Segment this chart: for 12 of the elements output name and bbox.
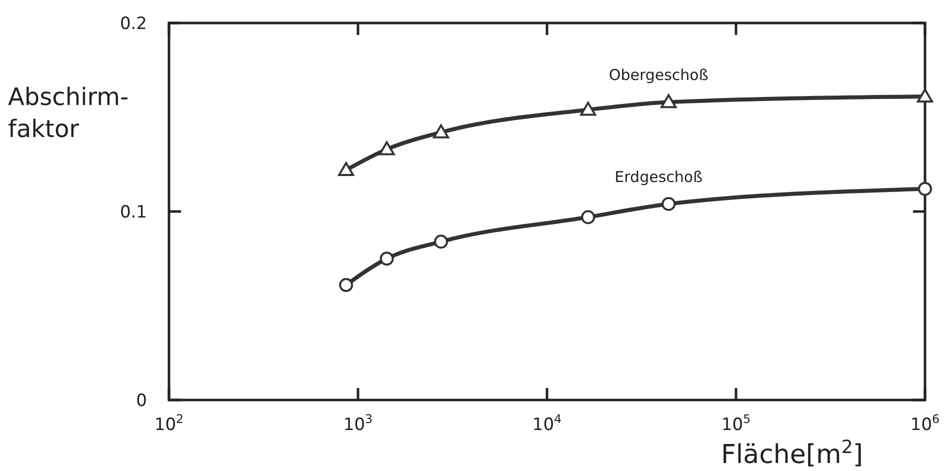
x-tick-label: 10$^{2}$ [154, 412, 184, 435]
x-axis-title: Fläche[m$^{2}$] [720, 436, 864, 470]
series-label: Obergeschoß [608, 66, 708, 84]
y-tick-label: 0 [136, 391, 147, 411]
y-tick-label: 0.2 [120, 14, 147, 34]
x-tick-label: 10$^{3}$ [343, 412, 373, 435]
series-label: Erdgeschoß [614, 168, 703, 186]
x-tick-label: 10$^{5}$ [721, 412, 751, 435]
y-axis-title: Abschirm- faktor [8, 83, 129, 143]
y-tick-label: 0.1 [120, 202, 147, 222]
x-tick-label: 10$^{4}$ [532, 412, 562, 435]
x-tick-label: 10$^{6}$ [910, 412, 940, 435]
